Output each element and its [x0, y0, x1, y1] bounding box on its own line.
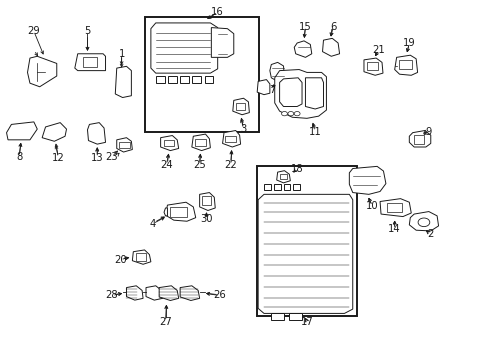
Circle shape [287, 112, 293, 116]
Polygon shape [192, 76, 201, 83]
Text: 26: 26 [212, 291, 225, 301]
Text: 15: 15 [299, 22, 311, 32]
Bar [279, 174, 286, 179]
Text: 27: 27 [159, 317, 171, 327]
Bar [225, 135, 236, 142]
Polygon shape [146, 286, 162, 300]
Polygon shape [274, 69, 326, 118]
Polygon shape [115, 66, 131, 98]
Text: 12: 12 [52, 153, 64, 163]
Text: 17: 17 [300, 317, 313, 327]
Text: 29: 29 [27, 26, 40, 36]
Text: 5: 5 [84, 26, 90, 36]
Polygon shape [408, 131, 430, 147]
Bar [82, 57, 97, 67]
Polygon shape [273, 184, 280, 190]
Text: 16: 16 [211, 7, 224, 17]
Polygon shape [160, 135, 178, 150]
Text: 18: 18 [290, 163, 303, 174]
Polygon shape [87, 123, 105, 144]
Polygon shape [126, 286, 143, 300]
Text: 8: 8 [16, 152, 22, 162]
Polygon shape [305, 78, 323, 109]
Polygon shape [222, 131, 240, 147]
Bar [399, 60, 411, 69]
Polygon shape [191, 134, 210, 150]
Polygon shape [42, 123, 66, 141]
Text: 21: 21 [371, 45, 384, 55]
Bar [201, 196, 211, 205]
Circle shape [281, 112, 287, 116]
Polygon shape [75, 54, 105, 71]
Text: 14: 14 [387, 225, 400, 234]
Polygon shape [151, 23, 217, 73]
Text: 20: 20 [114, 255, 126, 265]
Polygon shape [204, 76, 213, 83]
Polygon shape [156, 76, 164, 83]
Polygon shape [269, 62, 284, 81]
Bar [144, 17, 259, 132]
Bar [136, 253, 146, 261]
Text: 13: 13 [91, 153, 103, 163]
Bar [195, 139, 205, 145]
Text: 9: 9 [425, 127, 431, 136]
Polygon shape [257, 80, 269, 95]
Polygon shape [394, 55, 417, 75]
Text: 19: 19 [402, 38, 415, 48]
Circle shape [417, 218, 429, 226]
Bar [119, 141, 130, 148]
Polygon shape [232, 98, 249, 115]
Polygon shape [199, 193, 215, 211]
Polygon shape [379, 199, 410, 217]
Text: 3: 3 [240, 124, 246, 134]
Polygon shape [264, 184, 270, 190]
Polygon shape [289, 313, 302, 320]
Polygon shape [363, 58, 382, 75]
Polygon shape [117, 138, 132, 152]
Bar [170, 207, 187, 217]
Polygon shape [348, 166, 385, 194]
Polygon shape [276, 171, 290, 183]
Polygon shape [258, 194, 352, 314]
Polygon shape [6, 122, 37, 140]
Text: 1: 1 [118, 49, 124, 59]
Polygon shape [408, 212, 438, 231]
Polygon shape [27, 56, 57, 87]
Bar [413, 135, 424, 144]
Text: 7: 7 [269, 85, 275, 95]
Polygon shape [283, 184, 290, 190]
Text: 10: 10 [365, 201, 378, 211]
Text: 30: 30 [200, 215, 212, 224]
Polygon shape [159, 286, 178, 301]
Polygon shape [167, 76, 176, 83]
Text: 22: 22 [224, 160, 237, 170]
Polygon shape [211, 28, 233, 57]
Polygon shape [293, 184, 300, 190]
Polygon shape [163, 208, 167, 216]
Text: 23: 23 [105, 152, 118, 162]
Polygon shape [180, 286, 199, 301]
Text: 2: 2 [427, 229, 433, 239]
Text: 11: 11 [308, 127, 321, 136]
Bar [236, 103, 244, 110]
Polygon shape [279, 78, 302, 107]
Polygon shape [180, 76, 188, 83]
Bar [163, 140, 174, 146]
Text: 4: 4 [149, 219, 156, 229]
Text: 24: 24 [160, 160, 172, 170]
Polygon shape [322, 39, 339, 56]
Text: 28: 28 [105, 291, 118, 301]
Polygon shape [132, 250, 151, 264]
Bar [386, 203, 401, 212]
Polygon shape [294, 41, 311, 57]
Bar [256, 166, 356, 316]
Polygon shape [165, 202, 195, 221]
Circle shape [294, 112, 300, 116]
Text: 6: 6 [329, 22, 336, 32]
Bar [366, 62, 377, 70]
Text: 25: 25 [193, 160, 205, 170]
Polygon shape [271, 313, 283, 320]
